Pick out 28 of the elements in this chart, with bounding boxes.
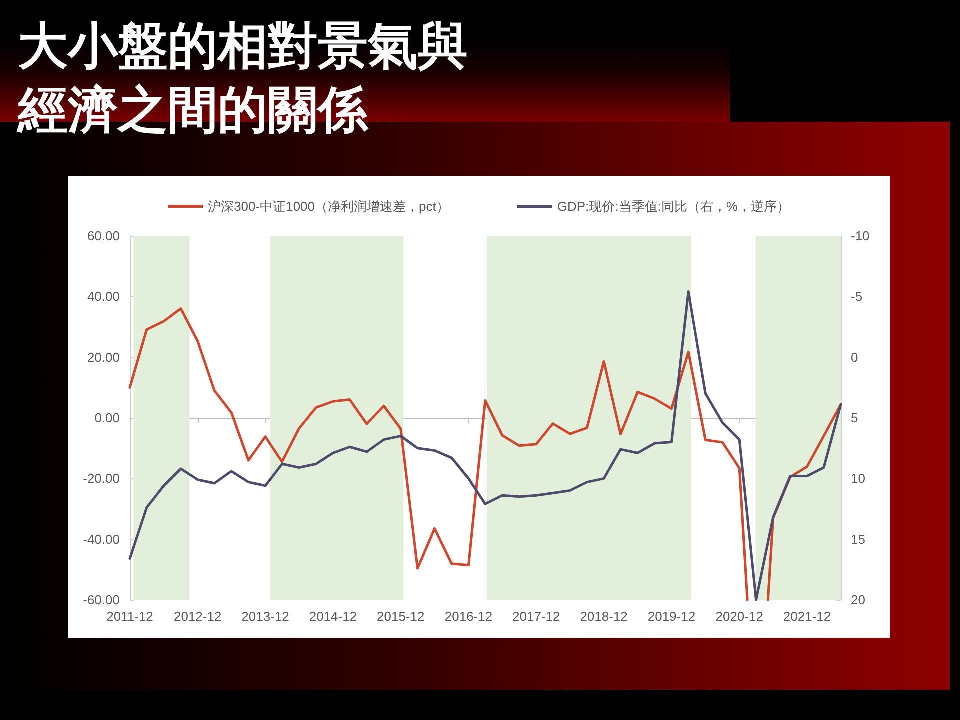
x-tick-label: 2011-12 — [106, 609, 154, 624]
y-tick-label: -20.00 — [83, 471, 120, 486]
x-tick-label: 2012-12 — [174, 609, 222, 624]
y2-tick-label: -10 — [851, 228, 870, 244]
y2-tick-label: -5 — [851, 289, 863, 304]
y-tick-label: 40.00 — [87, 289, 120, 304]
y-tick-label: 60.00 — [87, 228, 120, 244]
y-tick-label: 20.00 — [87, 350, 120, 365]
y2-tick-label: 10 — [851, 471, 866, 486]
y-tick-label: -60.00 — [83, 592, 120, 608]
x-tick-label: 2014-12 — [309, 609, 358, 624]
legend-label: 沪深300-中证1000（净利润增速差，pct） — [208, 199, 450, 214]
x-tick-label: 2018-12 — [580, 609, 628, 624]
y2-tick-label: 20 — [851, 592, 866, 608]
y2-tick-label: 15 — [851, 532, 866, 547]
x-tick-label: 2020-12 — [716, 609, 764, 624]
x-tick-label: 2016-12 — [444, 609, 493, 624]
y2-tick-label: 5 — [851, 410, 858, 426]
y2-tick-label: 0 — [851, 350, 858, 365]
x-tick-label: 2021-12 — [783, 609, 832, 624]
x-tick-label: 2019-12 — [648, 609, 696, 624]
y-tick-label: -40.00 — [83, 532, 120, 547]
chart-title: 大小盤的相對景氣與經濟之間的關係 — [18, 17, 469, 140]
x-tick-label: 2017-12 — [512, 609, 560, 624]
x-tick-label: 2013-12 — [242, 609, 290, 624]
legend-label: GDP:现价:当季值:同比（右，%，逆序） — [557, 199, 790, 214]
x-tick-label: 2015-12 — [377, 609, 425, 624]
y-tick-label: 0.00 — [94, 410, 120, 426]
